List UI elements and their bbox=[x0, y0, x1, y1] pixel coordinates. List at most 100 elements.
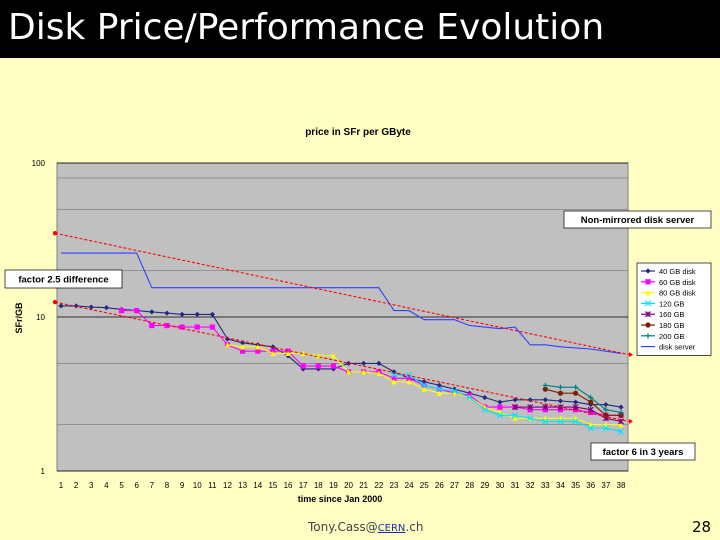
data-point bbox=[345, 369, 352, 375]
legend-label: 180 GB bbox=[659, 321, 684, 330]
annotation-server-text: Non-mirrored disk server bbox=[581, 215, 695, 226]
x-tick-label: 35 bbox=[571, 481, 580, 490]
data-point bbox=[164, 310, 170, 316]
footer-link[interactable]: CERN bbox=[377, 523, 406, 534]
x-tick-label: 10 bbox=[193, 481, 202, 490]
data-point bbox=[482, 394, 488, 401]
x-tick-label: 6 bbox=[134, 481, 139, 490]
x-tick-label: 4 bbox=[104, 481, 109, 490]
data-point bbox=[542, 407, 548, 413]
trend-line bbox=[54, 232, 630, 356]
data-point bbox=[149, 309, 155, 315]
data-point bbox=[164, 322, 170, 329]
x-tick-label: 14 bbox=[253, 481, 262, 490]
x-tick-label: 8 bbox=[165, 481, 170, 490]
x-tick-label: 23 bbox=[390, 481, 399, 490]
data-point bbox=[421, 382, 428, 389]
series-180-gb bbox=[542, 386, 624, 418]
data-point bbox=[497, 399, 503, 405]
data-point bbox=[618, 422, 624, 428]
data-point bbox=[134, 308, 140, 314]
series-line bbox=[515, 406, 622, 422]
data-point bbox=[224, 336, 231, 342]
data-point bbox=[391, 375, 397, 381]
data-point bbox=[118, 308, 125, 314]
legend-label: 80 GB disk bbox=[659, 289, 696, 298]
legend-label: disk server bbox=[659, 343, 696, 352]
data-point bbox=[224, 342, 231, 348]
x-tick-label: 28 bbox=[465, 481, 474, 490]
data-point bbox=[194, 324, 200, 330]
y-axis-label: SFr/GB bbox=[14, 302, 24, 334]
data-point bbox=[406, 375, 412, 381]
x-tick-label: 36 bbox=[586, 481, 595, 490]
data-point bbox=[496, 412, 503, 419]
data-point bbox=[436, 390, 442, 396]
annotation-factor-6-box bbox=[590, 442, 696, 461]
x-tick-label: 26 bbox=[435, 481, 444, 490]
data-point bbox=[361, 360, 367, 366]
data-point bbox=[285, 350, 291, 357]
data-point bbox=[451, 386, 458, 392]
x-tick-label: 25 bbox=[420, 481, 429, 490]
data-point bbox=[240, 348, 246, 354]
data-point bbox=[618, 412, 624, 418]
x-tick-label: 2 bbox=[74, 481, 79, 490]
trend-arrowhead bbox=[629, 352, 633, 358]
chart-title: price in SFr per GByte bbox=[305, 127, 411, 138]
legend-label: 120 GB bbox=[659, 299, 684, 308]
data-point bbox=[376, 360, 382, 366]
data-point bbox=[240, 344, 246, 350]
series-line bbox=[61, 252, 622, 354]
data-point bbox=[406, 379, 412, 385]
data-point bbox=[644, 300, 652, 307]
data-point bbox=[421, 386, 427, 392]
data-point bbox=[603, 401, 609, 408]
data-point bbox=[527, 407, 533, 413]
data-point bbox=[557, 390, 564, 396]
data-point bbox=[345, 360, 352, 366]
footer-suffix: .ch bbox=[405, 520, 424, 534]
footer-email[interactable]: Tony.Cass@CERN.ch bbox=[308, 520, 423, 534]
data-point bbox=[512, 415, 518, 421]
data-point bbox=[315, 363, 321, 369]
x-tick-label: 12 bbox=[223, 481, 232, 490]
x-tick-label: 33 bbox=[541, 481, 550, 490]
y-tick-label: 1 bbox=[41, 467, 46, 476]
data-point bbox=[542, 418, 549, 425]
data-point bbox=[255, 344, 261, 350]
x-tick-label: 7 bbox=[150, 481, 155, 490]
data-point bbox=[330, 353, 337, 359]
legend-label: 160 GB bbox=[659, 310, 684, 319]
annotation-server-box bbox=[563, 210, 712, 229]
data-point bbox=[481, 406, 488, 413]
legend-box bbox=[636, 262, 712, 356]
data-point bbox=[376, 370, 382, 377]
data-point bbox=[527, 415, 534, 422]
data-point bbox=[103, 305, 110, 311]
trend-arrowhead bbox=[629, 418, 633, 424]
data-point bbox=[466, 394, 473, 401]
trend-endpoint bbox=[52, 231, 58, 236]
data-point bbox=[390, 371, 397, 379]
x-tick-label: 17 bbox=[299, 481, 308, 490]
data-point bbox=[542, 397, 548, 403]
x-tick-label: 18 bbox=[314, 481, 323, 490]
y-tick-label: 100 bbox=[32, 159, 46, 168]
data-point bbox=[557, 418, 564, 425]
data-point bbox=[645, 290, 651, 296]
data-point bbox=[645, 268, 651, 274]
trend-endpoint bbox=[52, 299, 58, 305]
data-point bbox=[149, 322, 155, 329]
y-tick-label: 10 bbox=[36, 313, 45, 322]
data-point bbox=[588, 409, 594, 416]
x-tick-label: 19 bbox=[329, 481, 338, 490]
data-point bbox=[391, 369, 397, 375]
data-point bbox=[179, 324, 185, 330]
data-point bbox=[209, 311, 215, 317]
data-point bbox=[497, 404, 503, 410]
x-tick-label: 37 bbox=[601, 481, 610, 490]
data-point bbox=[406, 371, 413, 379]
x-tick-label: 13 bbox=[238, 481, 247, 490]
